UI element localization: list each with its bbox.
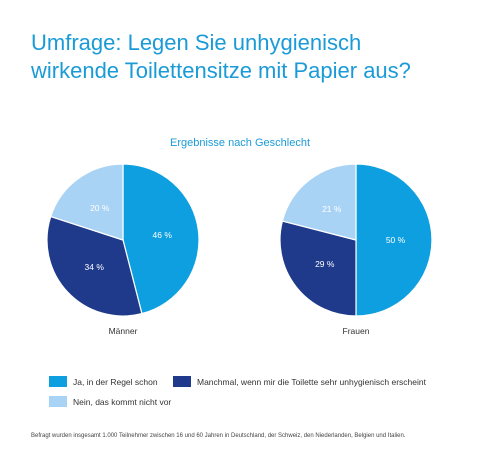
pie-label-nein: 20 % <box>90 203 110 213</box>
title-line-2: wirkende Toilettensitze mit Papier aus? <box>31 58 411 83</box>
pie-label-ja: 46 % <box>153 230 173 240</box>
pie-frauen: 50 % 29 % 21 % Frauen <box>279 163 433 336</box>
legend-label-ja: Ja, in der Regel schon <box>73 376 158 387</box>
pie-title-maenner: Männer <box>109 326 138 336</box>
pie-slice-ja <box>122 163 200 315</box>
pie-slice-nein <box>281 163 357 241</box>
pie-label-manchmal: 29 % <box>315 259 335 269</box>
chart-title: Umfrage: Legen Sie unhygienisch wirkende… <box>31 29 471 85</box>
title-line-1: Umfrage: Legen Sie unhygienisch <box>31 30 362 55</box>
pie-title-frauen: Frauen <box>343 326 370 336</box>
pie-slice-manchmal <box>279 220 357 317</box>
pie-label-ja: 50 % <box>386 235 406 245</box>
legend-swatch-manchmal <box>173 376 191 387</box>
pie-slice-ja <box>355 163 433 317</box>
legend-swatch-nein <box>49 396 67 407</box>
legend-item-manchmal: Manchmal, wenn mir die Toilette sehr unh… <box>173 376 426 387</box>
legend-label-manchmal: Manchmal, wenn mir die Toilette sehr unh… <box>197 376 426 387</box>
legend-label-nein: Nein, das kommt nicht vor <box>73 396 172 407</box>
legend-item-ja: Ja, in der Regel schon <box>49 376 158 387</box>
pie-slice-nein <box>49 163 124 241</box>
legend-item-nein: Nein, das kommt nicht vor <box>49 396 171 407</box>
pie-maenner: 46 % 34 % 20 % Männer <box>46 163 200 336</box>
pie-label-nein: 21 % <box>322 204 342 214</box>
pie-slice-manchmal <box>46 215 143 317</box>
footnote: Befragt wurden insgesamt 1.000 Teilnehme… <box>31 433 406 439</box>
pie-label-manchmal: 34 % <box>85 262 105 272</box>
chart-subtitle: Ergebnisse nach Geschlecht <box>169 137 311 149</box>
legend-swatch-ja <box>49 376 67 387</box>
